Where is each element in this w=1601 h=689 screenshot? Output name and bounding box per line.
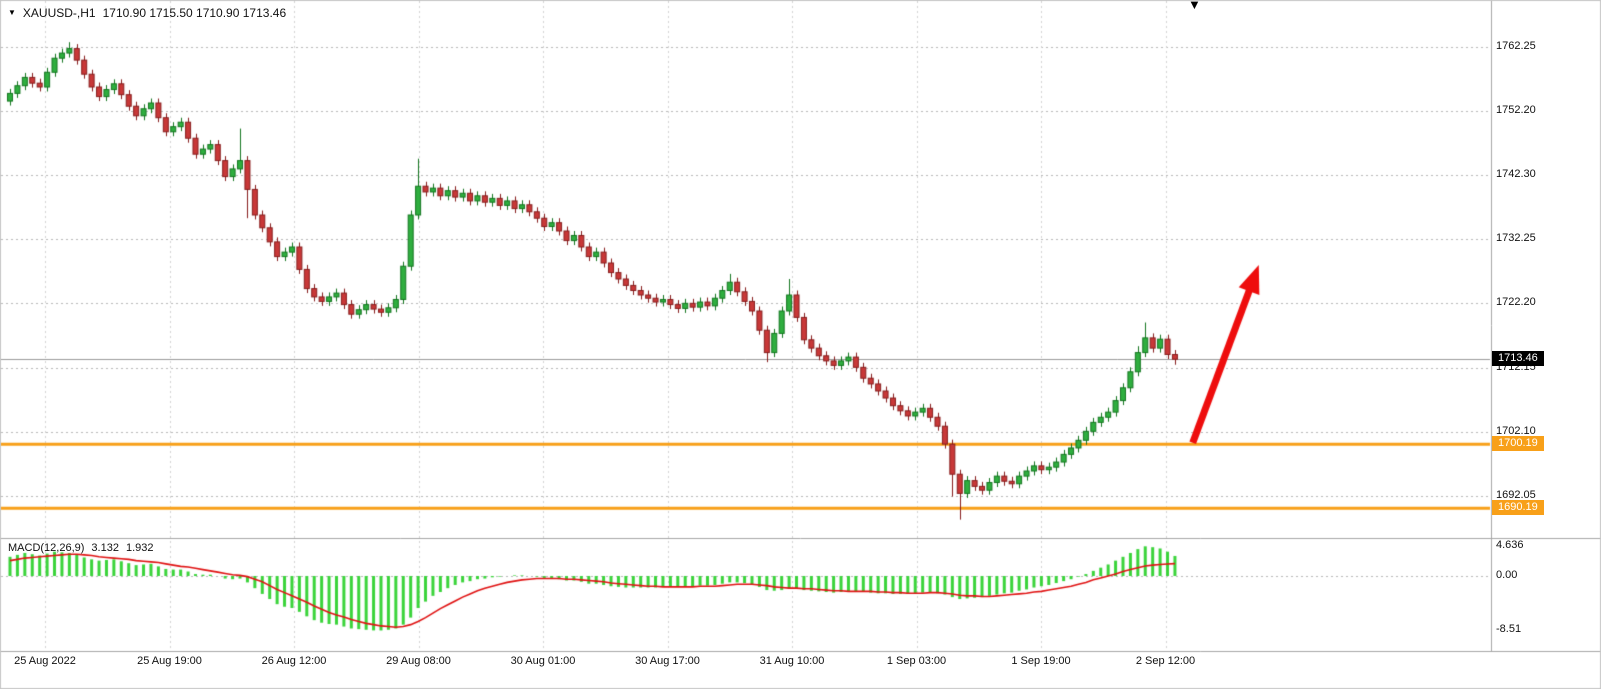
hline-badge-1690: 1690.19: [1492, 500, 1544, 516]
current-price-badge: 1713.46: [1492, 351, 1544, 367]
indicator-macd-value: 3.132: [91, 542, 119, 554]
macd-axis-label: 0.00: [1496, 569, 1518, 581]
symbol-arrow-icon: ▼: [8, 8, 16, 17]
macd-axis-label: 4.636: [1496, 539, 1524, 552]
indicator-label: MACD(12,26,9) 3.132 1.932: [8, 542, 160, 554]
time-axis-label: 30 Aug 01:00: [510, 655, 576, 667]
time-axis-label: 29 Aug 08:00: [386, 655, 451, 667]
ohlc-values: 1710.90 1715.50 1710.90 1713.46: [102, 6, 287, 20]
time-axis-label: 1 Sep 19:00: [1011, 655, 1071, 667]
time-axis-label: 30 Aug 17:00: [635, 655, 700, 667]
time-axis-label: 25 Aug 2022: [14, 655, 76, 667]
indicator-name: MACD(12,26,9): [8, 542, 85, 554]
macd-axis-label: -8.51: [1496, 623, 1522, 636]
time-axis-label: 1 Sep 03:00: [886, 655, 947, 667]
price-axis-label: 1762.25: [1496, 40, 1536, 52]
time-axis-label: 26 Aug 12:00: [261, 655, 327, 667]
indicator-signal-value: 1.932: [125, 542, 154, 554]
price-axis[interactable]: 1713.46 1700.19 1690.19 1762.25 1752.20 17…: [1491, 0, 1601, 651]
time-axis-label: 2 Sep 12:00: [1135, 655, 1196, 667]
symbol-header: ▼ XAUUSD-,H1 1710.90 1715.50 1710.90 171…: [8, 6, 286, 20]
time-axis[interactable]: 25 Aug 2022 25 Aug 19:00 26 Aug 12:00 29 Au…: [0, 651, 1601, 689]
price-axis-label: 1752.20: [1496, 104, 1536, 117]
price-axis-label: 1692.05: [1496, 489, 1536, 502]
price-axis-label: 1732.25: [1496, 232, 1536, 244]
price-axis-label: 1702.10: [1496, 424, 1536, 437]
chart-shift-marker-icon[interactable]: ▼: [1188, 0, 1201, 12]
time-axis-label: 25 Aug 19:00: [137, 655, 202, 667]
symbol-period-label: XAUUSD-,H1: [22, 6, 96, 20]
price-axis-label: 1742.30: [1496, 167, 1536, 180]
hline-badge-1700: 1700.19: [1492, 436, 1544, 452]
price-axis-label: 1722.20: [1496, 296, 1536, 309]
time-axis-label: 31 Aug 10:00: [759, 655, 825, 667]
